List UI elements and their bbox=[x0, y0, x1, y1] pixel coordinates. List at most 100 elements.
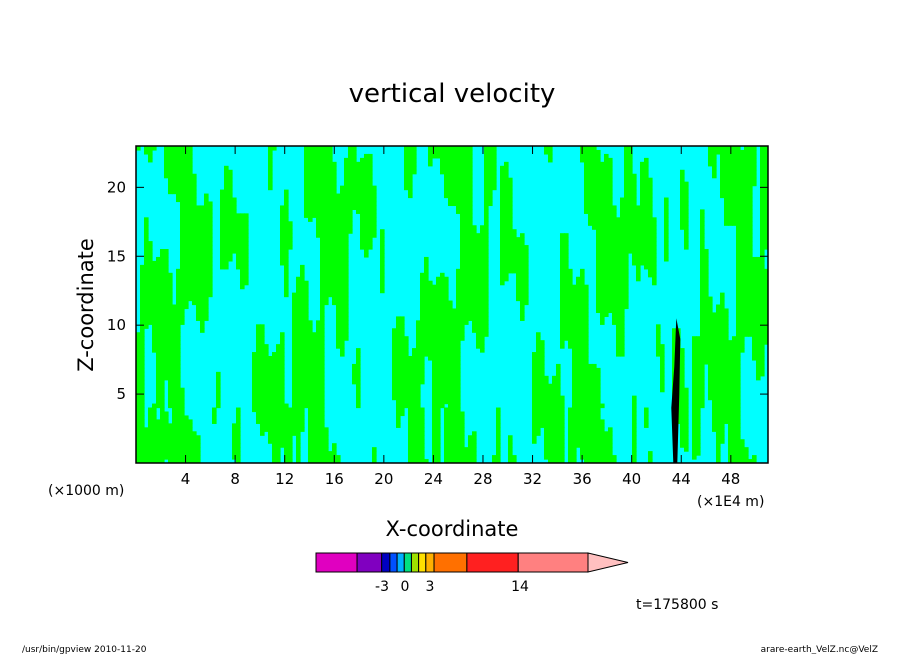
updraft-cell bbox=[508, 435, 513, 440]
updraft-cell bbox=[584, 439, 589, 444]
updraft-cell bbox=[432, 336, 437, 341]
updraft-cell bbox=[620, 320, 625, 325]
updraft-cell bbox=[464, 205, 469, 210]
updraft-cell bbox=[572, 312, 577, 317]
updraft-cell bbox=[448, 177, 453, 183]
updraft-cell bbox=[308, 379, 313, 385]
updraft-cell bbox=[164, 423, 169, 428]
updraft-cell bbox=[192, 288, 197, 294]
updraft-cell bbox=[604, 161, 609, 167]
updraft-cell bbox=[724, 308, 729, 314]
updraft-cell bbox=[684, 185, 689, 191]
updraft-cell bbox=[640, 260, 645, 266]
updraft-cell bbox=[680, 177, 685, 183]
updraft-cell bbox=[296, 407, 301, 413]
updraft-cell bbox=[564, 300, 569, 306]
updraft-cell bbox=[336, 201, 341, 207]
updraft-cell bbox=[600, 435, 605, 440]
updraft-cell bbox=[600, 451, 605, 456]
updraft-cell bbox=[324, 245, 329, 250]
updraft-cell bbox=[276, 383, 281, 389]
updraft-cell bbox=[284, 241, 289, 246]
updraft-cell bbox=[640, 229, 645, 234]
updraft-cell bbox=[144, 427, 149, 432]
updraft-cell bbox=[456, 391, 461, 397]
updraft-cell bbox=[140, 348, 145, 353]
updraft-cell bbox=[576, 435, 581, 440]
updraft-cell bbox=[424, 300, 429, 306]
updraft-cell bbox=[416, 363, 421, 369]
updraft-cell bbox=[592, 455, 597, 460]
updraft-cell bbox=[556, 407, 561, 413]
updraft-cell bbox=[568, 304, 573, 310]
updraft-cell bbox=[436, 296, 441, 302]
updraft-cell bbox=[348, 157, 353, 163]
updraft-cell bbox=[500, 209, 505, 214]
updraft-cell bbox=[604, 217, 609, 222]
updraft-cell bbox=[332, 300, 337, 306]
updraft-cell bbox=[240, 241, 245, 246]
updraft-cell bbox=[304, 153, 309, 159]
updraft-cell bbox=[164, 363, 169, 369]
updraft-cell bbox=[168, 451, 173, 456]
updraft-cell bbox=[164, 375, 169, 381]
updraft-cell bbox=[548, 423, 553, 428]
updraft-cell bbox=[644, 233, 649, 238]
updraft-cell bbox=[636, 229, 641, 234]
updraft-cell bbox=[612, 268, 617, 274]
updraft-cell bbox=[316, 356, 321, 361]
updraft-cell bbox=[292, 387, 297, 393]
updraft-cell bbox=[680, 193, 685, 199]
updraft-cell bbox=[352, 201, 357, 207]
updraft-cell bbox=[728, 181, 733, 187]
updraft-cell bbox=[144, 312, 149, 317]
updraft-cell bbox=[336, 296, 341, 302]
updraft-cell bbox=[172, 391, 177, 397]
updraft-cell bbox=[708, 146, 713, 151]
updraft-cell bbox=[456, 356, 461, 361]
updraft-cell bbox=[584, 375, 589, 381]
updraft-cell bbox=[312, 185, 317, 191]
updraft-cell bbox=[284, 284, 289, 290]
updraft-cell bbox=[484, 272, 489, 278]
updraft-cell bbox=[632, 459, 637, 463]
updraft-cell bbox=[300, 312, 305, 317]
updraft-cell bbox=[236, 264, 241, 270]
updraft-cell bbox=[484, 308, 489, 314]
updraft-cell bbox=[588, 363, 593, 369]
updraft-cell bbox=[464, 316, 469, 321]
updraft-cell bbox=[504, 205, 509, 210]
updraft-cell bbox=[160, 249, 165, 254]
updraft-cell bbox=[480, 296, 485, 302]
updraft-cell bbox=[420, 296, 425, 302]
updraft-cell bbox=[328, 177, 333, 183]
updraft-cell bbox=[584, 300, 589, 306]
updraft-cell bbox=[604, 292, 609, 298]
updraft-cell bbox=[240, 213, 245, 218]
updraft-cell bbox=[332, 205, 337, 210]
updraft-cell bbox=[152, 276, 157, 282]
updraft-cell bbox=[704, 256, 709, 262]
updraft-cell bbox=[460, 320, 465, 325]
updraft-cell bbox=[584, 435, 589, 440]
updraft-cell bbox=[324, 300, 329, 306]
updraft-cell bbox=[700, 391, 705, 397]
updraft-cell bbox=[312, 439, 317, 444]
updraft-cell bbox=[476, 300, 481, 306]
updraft-cell bbox=[600, 181, 605, 187]
updraft-cell bbox=[420, 288, 425, 294]
updraft-cell bbox=[616, 296, 621, 302]
updraft-cell bbox=[340, 272, 345, 278]
updraft-cell bbox=[572, 455, 577, 460]
updraft-cell bbox=[260, 395, 265, 401]
updraft-cell bbox=[600, 455, 605, 460]
updraft-cell bbox=[256, 395, 261, 401]
updraft-cell bbox=[148, 427, 153, 432]
updraft-cell bbox=[152, 288, 157, 294]
updraft-cell bbox=[292, 411, 297, 417]
updraft-cell bbox=[176, 284, 181, 290]
updraft-cell bbox=[176, 411, 181, 417]
updraft-cell bbox=[600, 217, 605, 222]
updraft-cell bbox=[136, 451, 141, 456]
updraft-cell bbox=[456, 201, 461, 207]
